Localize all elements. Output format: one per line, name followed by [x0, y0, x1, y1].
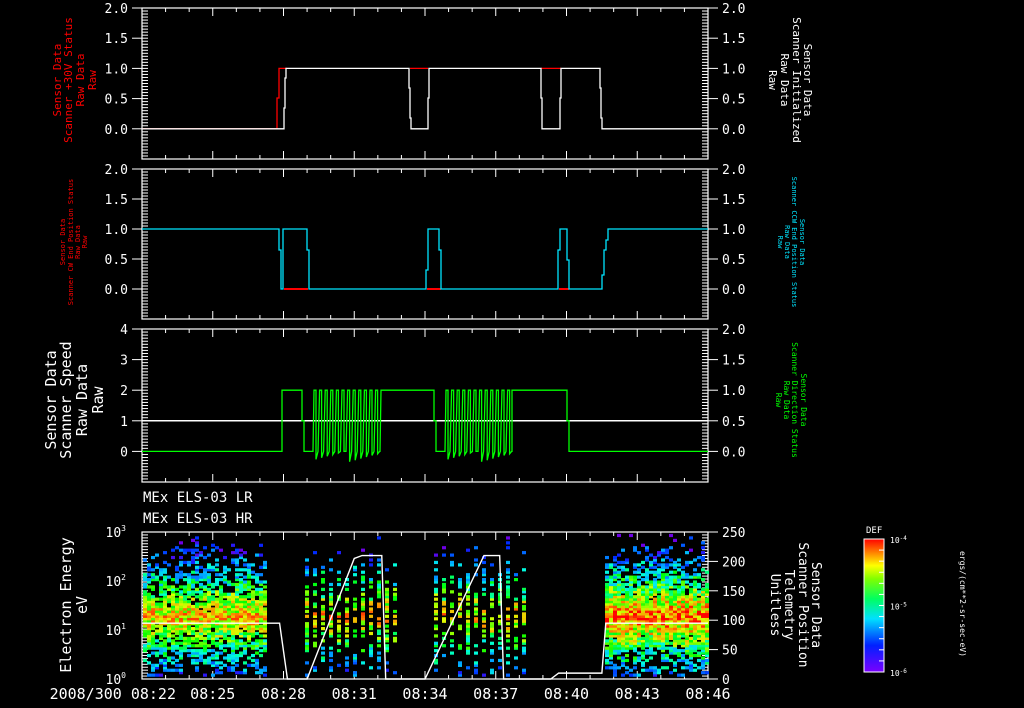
svg-text:3: 3: [120, 354, 128, 369]
spectrogram-title-lr: MEx ELS-03 LR: [143, 490, 253, 506]
svg-text:08:25: 08:25: [190, 685, 235, 703]
svg-text:08:40: 08:40: [544, 685, 589, 703]
svg-text:250: 250: [722, 526, 745, 541]
svg-text:2.0: 2.0: [105, 2, 128, 17]
svg-text:1.0: 1.0: [722, 62, 745, 77]
svg-text:0: 0: [120, 445, 128, 460]
svg-text:50: 50: [722, 644, 738, 659]
svg-text:1.0: 1.0: [722, 384, 745, 399]
svg-text:0.0: 0.0: [722, 445, 745, 460]
svg-text:1.5: 1.5: [722, 354, 745, 369]
svg-text:2.0: 2.0: [105, 163, 128, 178]
svg-text:2: 2: [120, 384, 128, 399]
panel1-left-ylabel: Sensor Data Scanner +30V Status Raw Data Ra…: [50, 17, 99, 143]
svg-text:08:43: 08:43: [615, 685, 660, 703]
svg-text:1: 1: [120, 415, 128, 430]
svg-text:2008/300 08:22: 2008/300 08:22: [50, 685, 176, 703]
svg-text:1.5: 1.5: [105, 32, 128, 47]
panel2-right-ylabel: Sensor Data Scanner CCW End Position Stat…: [775, 176, 806, 308]
svg-text:150: 150: [722, 585, 745, 600]
svg-text:0.5: 0.5: [722, 253, 745, 268]
svg-text:1.0: 1.0: [105, 223, 128, 238]
svg-text:101: 101: [106, 622, 127, 639]
panel2-left-ylabel: Sensor Data Scanner CW End Position Statu…: [59, 178, 90, 306]
panel1-right-ylabel: Sensor Data Scanner Initialized Raw Data Ra…: [766, 17, 815, 143]
svg-text:0.5: 0.5: [722, 93, 745, 108]
spectrogram-title-hr: MEx ELS-03 HR: [143, 511, 253, 527]
svg-text:100: 100: [722, 614, 745, 629]
svg-text:0.0: 0.0: [722, 283, 745, 298]
svg-text:1.0: 1.0: [722, 223, 745, 238]
svg-text:08:34: 08:34: [402, 685, 447, 703]
colorbar-units: ergs/(cm**2-sr-sec-eV): [958, 551, 967, 657]
svg-text:1.0: 1.0: [105, 62, 128, 77]
svg-text:08:46: 08:46: [685, 685, 730, 703]
svg-text:2.0: 2.0: [722, 2, 745, 17]
svg-text:08:28: 08:28: [261, 685, 306, 703]
svg-text:0.0: 0.0: [105, 283, 128, 298]
panel3-left-ylabel: Sensor Data Scanner Speed Raw Data Raw: [41, 341, 107, 459]
spectrogram: [143, 533, 709, 677]
panel4-left-ylabel: Electron Energy eV: [57, 537, 91, 673]
panel3-right-ylabel: Sensor Data Scanner Direction Status Raw D…: [773, 342, 808, 458]
svg-text:1.5: 1.5: [722, 193, 745, 208]
svg-text:0.5: 0.5: [105, 93, 128, 108]
svg-text:100: 100: [106, 671, 127, 688]
svg-text:4: 4: [120, 323, 128, 338]
svg-text:08:31: 08:31: [332, 685, 377, 703]
svg-text:200: 200: [722, 555, 745, 570]
svg-text:0.0: 0.0: [105, 123, 128, 138]
panel4-right-ylabel: Sensor Data Scanner Position Telemetry Unit…: [767, 542, 824, 668]
svg-text:0: 0: [722, 673, 730, 688]
svg-text:0.5: 0.5: [105, 253, 128, 268]
svg-text:08:37: 08:37: [473, 685, 518, 703]
svg-text:0.5: 0.5: [722, 415, 745, 430]
colorbar-label: DEF: [866, 526, 883, 536]
svg-text:102: 102: [106, 573, 127, 590]
svg-text:2.0: 2.0: [722, 323, 745, 338]
svg-text:10-6: 10-6: [890, 668, 907, 678]
svg-text:10-4: 10-4: [890, 535, 907, 545]
svg-text:2.0: 2.0: [722, 163, 745, 178]
svg-text:1.5: 1.5: [722, 32, 745, 47]
svg-text:1.5: 1.5: [105, 193, 128, 208]
svg-text:0.0: 0.0: [722, 123, 745, 138]
svg-text:103: 103: [106, 524, 127, 541]
svg-text:10-5: 10-5: [890, 602, 907, 612]
